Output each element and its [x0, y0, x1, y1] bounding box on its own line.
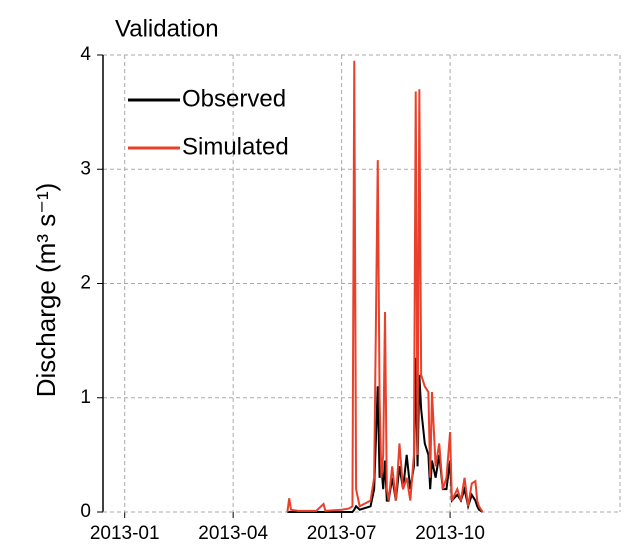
legend-label: Observed [182, 85, 286, 112]
y-tick-label: 2 [80, 273, 91, 294]
x-tick-label: 2013-01 [90, 523, 160, 544]
chart-title: Validation [115, 15, 219, 42]
y-tick-label: 1 [80, 387, 91, 408]
legend-label: Simulated [182, 133, 289, 160]
series-line [286, 60, 484, 513]
x-tick-label: 2013-04 [198, 523, 268, 544]
y-axis-label: Discharge (m³ s⁻¹) [31, 183, 61, 398]
x-tick-label: 2013-07 [307, 523, 377, 544]
y-tick-label: 3 [80, 158, 91, 179]
y-tick-label: 0 [80, 501, 91, 522]
series-line [287, 357, 484, 513]
y-tick-label: 4 [80, 44, 91, 65]
x-tick-label: 2013-10 [415, 523, 485, 544]
